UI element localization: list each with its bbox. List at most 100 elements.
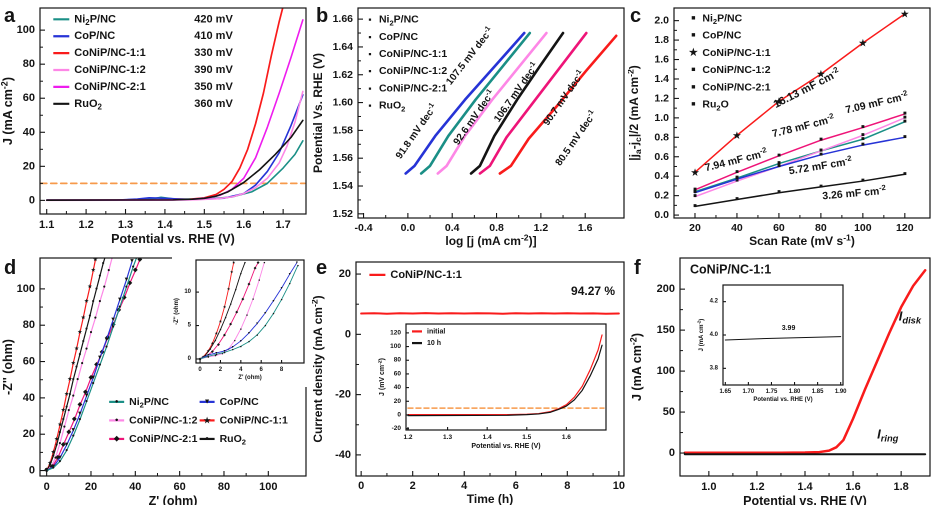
svg-text:●: ● [214,338,216,342]
svg-text:Ni2P/NC: Ni2P/NC [74,13,116,26]
svg-text:▼: ▼ [247,331,250,335]
svg-text:1.60: 1.60 [333,97,354,109]
svg-text:●: ● [98,299,101,305]
svg-text:Ni2P/NC: Ni2P/NC [129,396,169,409]
panel-e-lsv-comparison-inset-chart: 1.2 1.3 1.4 1.5 1.6 -20 0 20 40 60 80 100 120 Potenti… [378,318,612,460]
svg-text:◆: ◆ [241,297,246,301]
svg-text:90.7 mV dec-1: 90.7 mV dec-1 [539,67,587,128]
svg-text:1.2: 1.2 [654,92,669,104]
svg-text:RuO2: RuO2 [74,98,102,111]
svg-text:CoNiP/NC-1:1: CoNiP/NC-1:1 [390,269,462,281]
svg-text:20: 20 [689,222,701,234]
svg-text:Potential vs. RHE (V): Potential vs. RHE (V) [753,397,812,403]
svg-text:▼: ▼ [295,261,298,265]
svg-text:▼: ▼ [288,272,291,276]
svg-text:●: ● [281,297,283,301]
svg-text:●: ● [81,360,84,366]
svg-text:▼: ▼ [280,286,283,290]
svg-text:0: 0 [345,328,351,340]
panel-a-oer-polarization-chart: 1.1 1.2 1.3 1.4 1.5 1.6 1.7 0 20 40 60 80 100 Potenti… [0,5,307,246]
svg-text:100: 100 [854,222,872,234]
svg-text:●: ● [232,348,234,352]
svg-text:1.0: 1.0 [654,112,669,124]
svg-text:★: ★ [58,422,63,428]
svg-text:▼: ▼ [223,349,226,353]
svg-text:●: ● [50,464,53,470]
svg-text:●: ● [256,333,258,337]
svg-text:■: ■ [691,101,695,108]
svg-text:●: ● [78,417,81,423]
svg-text:20: 20 [85,481,97,493]
svg-text:●: ● [132,264,135,270]
svg-text:2: 2 [219,367,223,373]
svg-text:1.4: 1.4 [483,434,492,441]
svg-text:■: ■ [861,136,865,142]
svg-text:■: ■ [693,194,697,200]
svg-text:■: ■ [861,132,865,138]
svg-text:0: 0 [44,481,50,493]
svg-text:●: ● [58,429,61,435]
svg-text:CoNiP/NC-2:1: CoNiP/NC-2:1 [129,433,197,445]
svg-text:●: ● [219,328,221,332]
svg-text:◆: ◆ [113,435,120,442]
svg-text:J (mA cm-2): J (mA cm-2) [0,77,15,145]
svg-text:■: ■ [735,175,739,181]
svg-text:40: 40 [129,481,141,493]
svg-text:▼: ▼ [97,355,103,361]
svg-text:3.26 mF cm-2: 3.26 mF cm-2 [822,183,887,203]
svg-text:1.2: 1.2 [534,222,549,234]
svg-text:★: ★ [204,416,212,425]
svg-text:150: 150 [657,324,675,336]
svg-text:1.6: 1.6 [562,434,571,441]
svg-text:●: ● [72,393,75,399]
svg-text:★: ★ [223,304,227,309]
svg-text:0: 0 [29,465,35,477]
svg-text:●: ● [54,455,57,461]
svg-text:■: ■ [777,161,781,167]
svg-text:●: ● [214,354,216,358]
svg-text:★: ★ [689,47,698,58]
svg-text:a: a [4,5,16,27]
svg-text:1.58: 1.58 [333,124,354,136]
svg-text:1.6: 1.6 [654,54,669,66]
svg-text:J (mA cm-2): J (mA cm-2) [628,333,644,401]
svg-text:▼: ▼ [231,345,234,349]
svg-text:1.6: 1.6 [236,219,251,231]
svg-text:-20: -20 [335,389,351,401]
svg-text:●: ● [230,302,232,306]
svg-text:0.8: 0.8 [654,131,669,143]
svg-text:CoP/NC: CoP/NC [220,396,260,408]
svg-text:●: ● [246,313,248,317]
svg-text:●: ● [240,271,242,275]
svg-text:40: 40 [23,392,35,404]
svg-text:●: ● [248,340,250,344]
svg-text:■: ■ [819,184,823,190]
svg-text:■: ■ [777,153,781,159]
svg-text:4.2: 4.2 [710,299,719,305]
svg-text:◆: ◆ [110,321,116,328]
svg-text:92.6 mV dec-1: 92.6 mV dec-1 [449,87,497,148]
svg-text:★: ★ [901,9,910,19]
svg-text:●: ● [235,287,237,291]
svg-text:◆: ◆ [71,416,77,423]
svg-text:CoNiP/NC-1:2: CoNiP/NC-1:2 [129,414,197,426]
svg-text:CoP/NC: CoP/NC [702,30,742,42]
svg-text:●: ● [297,263,299,267]
svg-text:Ni2P/NC: Ni2P/NC [379,14,419,27]
svg-text:▪: ▪ [368,83,371,93]
svg-text:Ni2P/NC: Ni2P/NC [702,13,742,26]
svg-text:●: ● [85,399,88,405]
svg-text:■: ■ [691,15,695,22]
svg-text:●: ● [105,344,108,350]
svg-text:▼: ▼ [90,375,96,381]
svg-text:c: c [630,5,641,27]
svg-text:60: 60 [773,222,785,234]
svg-text:★: ★ [733,130,742,140]
svg-text:★: ★ [81,315,86,321]
svg-text:▪: ▪ [368,66,371,76]
svg-text:●: ● [199,357,201,361]
svg-text:d: d [4,257,16,279]
svg-text:Idisk: Idisk [899,308,922,325]
svg-text:Time (h): Time (h) [467,492,513,505]
svg-text:10 h: 10 h [427,340,441,347]
